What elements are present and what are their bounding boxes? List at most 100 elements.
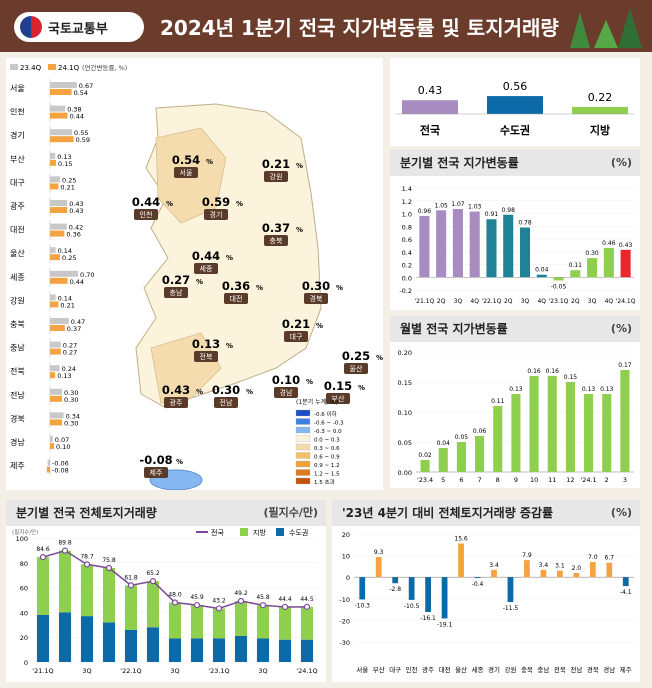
region-bar-curr (50, 325, 65, 331)
data-label: 0.43 (619, 242, 633, 249)
x-tick-label: '21.1Q (415, 298, 435, 305)
data-label: 2.0 (572, 565, 582, 572)
data-label: 0.17 (618, 362, 632, 369)
regional-panel: 23.4Q 24.1Q (연간변동률, %) 서울 0.67 0.54 인천 0.38 0.44… (6, 58, 383, 490)
bar-capital (124, 629, 138, 662)
map-value-label: 0.30 (212, 383, 240, 397)
data-label: 15.6 (454, 536, 468, 543)
region-value-curr: -0.08 (52, 467, 69, 475)
bar (474, 577, 481, 579)
region-value-prev: 0.13 (57, 153, 71, 161)
bar (392, 577, 399, 584)
bar-capital (190, 638, 204, 662)
map-unit-label: % (226, 254, 233, 262)
x-tick-label: '23.1Q (549, 298, 569, 305)
ministry-logo: 국토교통부 (14, 12, 144, 42)
region-bar-prev (50, 436, 53, 442)
data-label: -0.05 (551, 283, 567, 290)
bar (359, 577, 366, 600)
region-bar-prev (50, 388, 62, 395)
region-bar-prev (50, 176, 60, 183)
region-bar-prev (50, 152, 56, 159)
bar-local (146, 581, 160, 628)
region-bar-curr (50, 254, 60, 261)
bar (436, 210, 447, 278)
data-label: 0.46 (602, 240, 616, 247)
x-tick-label: 세종 (472, 665, 484, 674)
map-legend-swatch (295, 418, 311, 425)
region-label: 강원 (10, 295, 25, 305)
x-tick-label: 2Q (504, 298, 513, 305)
region-value-prev: 0.70 (80, 271, 94, 279)
region-value-curr: 0.44 (70, 278, 84, 286)
change-unit: (%) (610, 506, 632, 519)
bar-local (102, 568, 116, 623)
map-value-label: 0.54 (172, 153, 200, 167)
bar (584, 394, 594, 472)
map-name-label: 세종 (200, 264, 213, 273)
data-label: 6.7 (605, 555, 615, 562)
x-tick-label: '24.1Q (296, 667, 317, 675)
bar (458, 543, 464, 578)
region-value-prev: 0.25 (62, 176, 76, 184)
bar (603, 247, 614, 278)
quarterly-unit: (%) (610, 156, 632, 169)
data-label: 9.3 (374, 549, 384, 556)
total-point (303, 603, 311, 610)
bar (606, 562, 613, 578)
x-tick-label: 대전 (439, 665, 451, 674)
data-label: 0.11 (491, 398, 505, 405)
region-bar-prev (50, 365, 60, 372)
bar-local (58, 550, 72, 613)
map-name-tag (274, 387, 298, 398)
y-tick-label: -0.2 (399, 287, 412, 295)
map-unit-label: % (196, 388, 203, 396)
total-point (171, 599, 179, 606)
x-tick-label: '22.1Q (120, 667, 141, 675)
x-tick-label: 3Q (258, 667, 267, 675)
total-point (215, 605, 223, 612)
map-value-label: 0.13 (192, 337, 220, 351)
region-bar-curr (50, 136, 74, 143)
region-label: 경기 (10, 130, 25, 140)
x-tick-label: 제주 (620, 666, 632, 674)
region-value-prev: 0.34 (66, 412, 80, 420)
bar (419, 216, 430, 278)
map-name-label: 울산 (350, 364, 363, 373)
data-label: 75.8 (102, 557, 116, 564)
summary-bar (572, 106, 628, 114)
y-tick-label: 1.4 (402, 185, 412, 193)
map-value-label: -0.08 (139, 453, 172, 467)
map-legend-swatch (295, 460, 311, 468)
transactions-chart: (필지수/만) 전국 지방 수도권 0 20 40 60 80 100 84.6 '21.1Q 89.8… (12, 528, 318, 675)
y-tick-label: 0.10 (398, 409, 412, 417)
data-label: 89.8 (58, 540, 72, 547)
y-tick-label: 10 (342, 553, 350, 561)
data-label: 0.06 (473, 428, 487, 435)
bar (536, 274, 547, 278)
map-name-tag (264, 171, 288, 182)
region-label: 충북 (10, 320, 25, 329)
transactions-panel: 분기별 전국 전체토지거래량 (필지수/만) (필지수/만) 전국 지방 수도권 0 20… (6, 500, 326, 682)
map-legend-label: 0.9 ~ 1.2 (314, 463, 340, 469)
data-label: 3.1 (555, 563, 565, 570)
map-legend-swatch (295, 452, 311, 459)
region-label: 충남 (10, 344, 25, 353)
map-name-label: 대전 (230, 294, 243, 303)
x-tick-label: 6 (459, 476, 463, 484)
region-label: 경남 (10, 437, 25, 447)
region-value-curr: 0.15 (58, 160, 72, 168)
x-tick-label: '21.1Q (32, 667, 53, 675)
monthly-unit: (%) (610, 322, 632, 335)
map-value-label: 0.21 (282, 317, 310, 331)
map-value-label: 0.37 (262, 221, 290, 235)
map-name-label: 대구 (290, 333, 303, 341)
region-bar-curr (50, 372, 56, 379)
map-legend-swatch (295, 426, 311, 434)
map-name-tag (134, 209, 158, 220)
quarterly-panel: 분기별 전국 지가변동률 (%) -0.2 0.0 0.2 0.4 0.6 0.8 1.0 1… (390, 150, 640, 310)
x-tick-label: '23.4 (417, 476, 433, 484)
data-label: 78.7 (80, 553, 94, 560)
region-bar-curr (50, 230, 65, 237)
summary-value: 0.56 (503, 80, 528, 93)
